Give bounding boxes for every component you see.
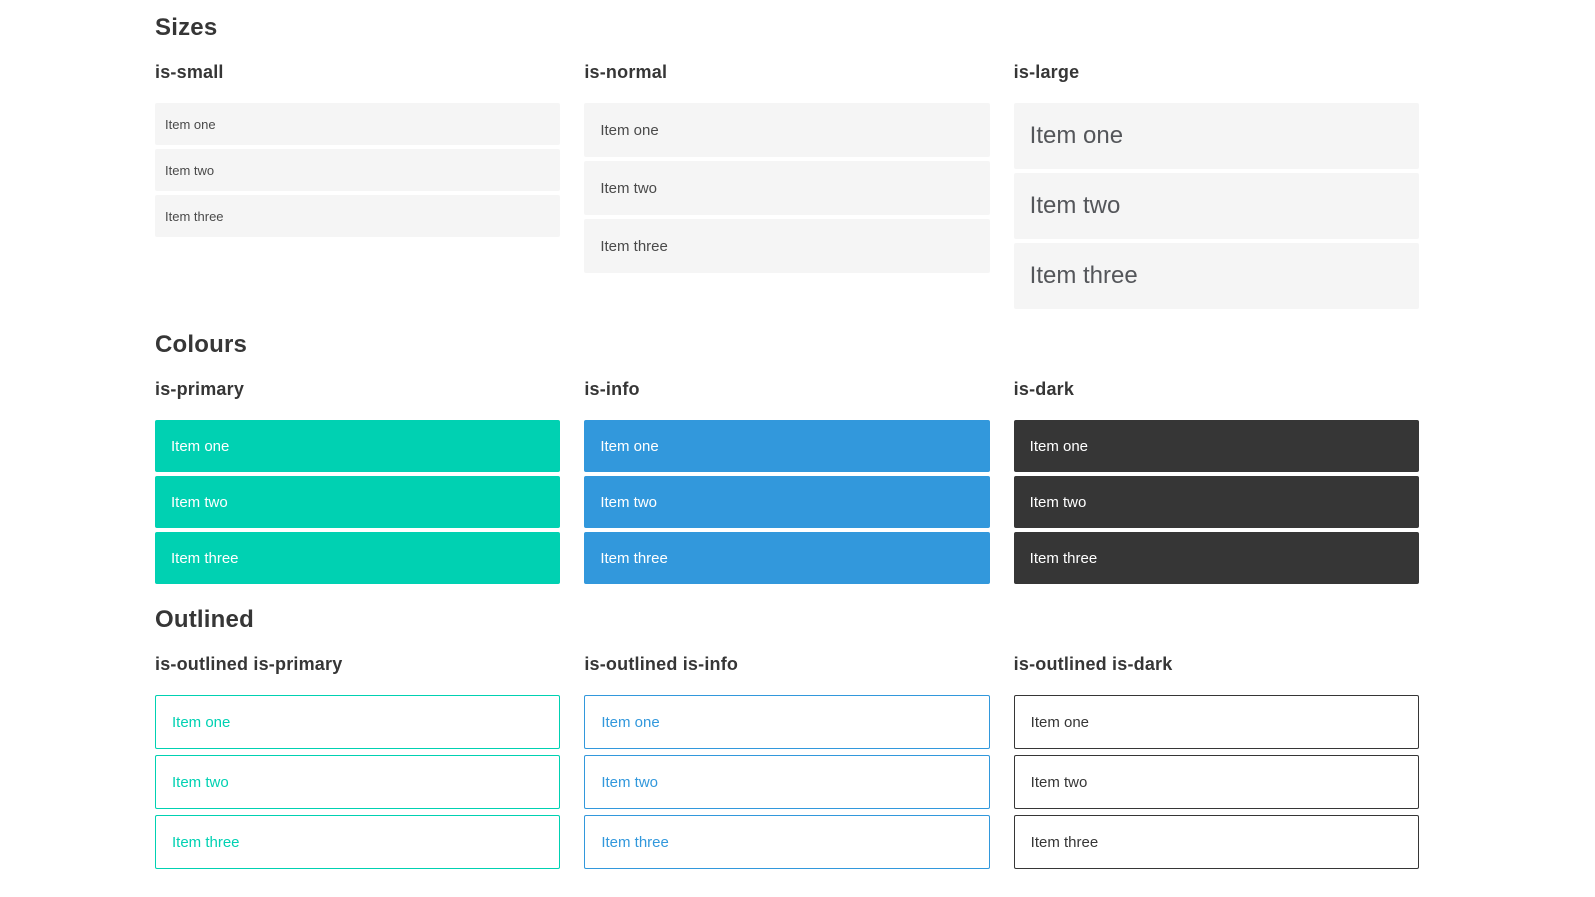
- list-item[interactable]: Item two: [1013, 173, 1419, 239]
- list-item[interactable]: Item two: [584, 755, 990, 809]
- list-item[interactable]: Item one: [1013, 695, 1419, 749]
- section-title-outlined: Outlined: [155, 606, 254, 633]
- list-normal: Item one Item two Item three: [584, 103, 990, 273]
- section-sizes: Sizes is-small Item one Item two Item th…: [155, 16, 1419, 309]
- column-is-info: is-info Item one Item two Item three: [584, 379, 990, 584]
- list-item[interactable]: Item three: [155, 815, 561, 869]
- section-title-colours: Colours: [155, 331, 248, 358]
- sizes-row: is-small Item one Item two Item three is…: [155, 62, 1419, 309]
- column-heading-is-outlined-is-dark: is-outlined is-dark: [1013, 654, 1173, 674]
- column-heading-is-outlined-is-info: is-outlined is-info: [584, 654, 739, 674]
- list-item[interactable]: Item two: [1013, 476, 1419, 528]
- column-is-dark: is-dark Item one Item two Item three: [1013, 379, 1419, 584]
- list-item[interactable]: Item three: [584, 532, 990, 584]
- column-is-outlined-is-dark: is-outlined is-dark Item one Item two It…: [1013, 654, 1419, 869]
- colours-row: is-primary Item one Item two Item three …: [155, 379, 1419, 584]
- column-is-primary: is-primary Item one Item two Item three: [155, 379, 561, 584]
- list-item[interactable]: Item three: [1013, 532, 1419, 584]
- column-is-outlined-is-primary: is-outlined is-primary Item one Item two…: [155, 654, 561, 869]
- column-is-large: is-large Item one Item two Item three: [1013, 62, 1419, 309]
- list-item[interactable]: Item three: [1013, 243, 1419, 309]
- list-item[interactable]: Item two: [1013, 755, 1419, 809]
- outlined-row: is-outlined is-primary Item one Item two…: [155, 654, 1419, 869]
- column-heading-is-dark: is-dark: [1013, 379, 1075, 399]
- list-outlined-primary: Item one Item two Item three: [155, 695, 561, 869]
- list-item[interactable]: Item one: [1013, 103, 1419, 169]
- list-item[interactable]: Item one: [155, 420, 561, 472]
- list-outlined-dark: Item one Item two Item three: [1013, 695, 1419, 869]
- list-item[interactable]: Item two: [155, 149, 561, 191]
- column-is-small: is-small Item one Item two Item three: [155, 62, 561, 309]
- list-demo-page: Sizes is-small Item one Item two Item th…: [155, 16, 1419, 869]
- list-item[interactable]: Item one: [155, 695, 561, 749]
- list-item[interactable]: Item two: [155, 755, 561, 809]
- list-item[interactable]: Item one: [584, 103, 990, 157]
- column-heading-is-primary: is-primary: [155, 379, 245, 399]
- column-heading-is-outlined-is-primary: is-outlined is-primary: [155, 654, 343, 674]
- column-heading-is-normal: is-normal: [584, 62, 668, 82]
- section-colours: Colours is-primary Item one Item two Ite…: [155, 333, 1419, 584]
- list-large: Item one Item two Item three: [1013, 103, 1419, 309]
- list-item[interactable]: Item two: [584, 161, 990, 215]
- list-item[interactable]: Item three: [1013, 815, 1419, 869]
- column-heading-is-info: is-info: [584, 379, 640, 399]
- list-item[interactable]: Item three: [584, 219, 990, 273]
- column-is-outlined-is-info: is-outlined is-info Item one Item two It…: [584, 654, 990, 869]
- list-info: Item one Item two Item three: [584, 420, 990, 584]
- list-outlined-info: Item one Item two Item three: [584, 695, 990, 869]
- list-small: Item one Item two Item three: [155, 103, 561, 237]
- column-heading-is-small: is-small: [155, 62, 224, 82]
- column-heading-is-large: is-large: [1013, 62, 1080, 82]
- list-primary: Item one Item two Item three: [155, 420, 561, 584]
- list-item[interactable]: Item three: [155, 532, 561, 584]
- list-item[interactable]: Item two: [155, 476, 561, 528]
- column-is-normal: is-normal Item one Item two Item three: [584, 62, 990, 309]
- list-item[interactable]: Item one: [1013, 420, 1419, 472]
- section-title-sizes: Sizes: [155, 14, 218, 41]
- list-dark: Item one Item two Item three: [1013, 420, 1419, 584]
- list-item[interactable]: Item one: [584, 420, 990, 472]
- list-item[interactable]: Item three: [584, 815, 990, 869]
- section-outlined: Outlined is-outlined is-primary Item one…: [155, 608, 1419, 869]
- list-item[interactable]: Item two: [584, 476, 990, 528]
- list-item[interactable]: Item one: [584, 695, 990, 749]
- list-item[interactable]: Item one: [155, 103, 561, 145]
- list-item[interactable]: Item three: [155, 195, 561, 237]
